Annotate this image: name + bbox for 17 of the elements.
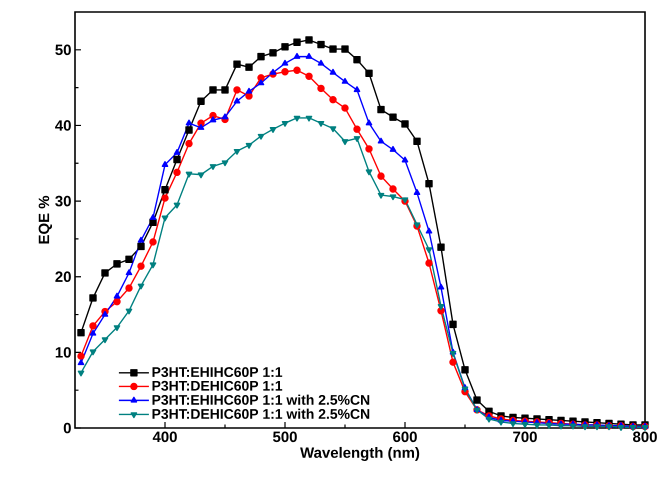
legend-label: P3HT:DEHIC60P 1:1 (152, 380, 282, 391)
legend-label: P3HT:EHIHC60P 1:1 (152, 367, 282, 378)
x-tick-label: 800 (633, 432, 657, 442)
y-tick-label: 0 (64, 422, 71, 434)
x-tick-label: 600 (393, 432, 417, 442)
legend-label: P3HT:EHIHC60P 1:1 with 2.5%CN (152, 394, 370, 405)
y-tick-label: 10 (56, 347, 71, 358)
y-axis-title: EQE % (38, 196, 52, 244)
x-tick-label: 500 (272, 432, 297, 442)
y-tick-label: 40 (55, 120, 71, 131)
legend-label: P3HT:DEHIC60P 1:1 with 2.5%CN (152, 408, 370, 419)
x-tick-label: 700 (513, 432, 537, 442)
x-tick-label: 400 (152, 432, 177, 442)
y-tick-label: 50 (55, 44, 71, 56)
y-tick-label: 30 (55, 196, 71, 206)
x-axis-title: Wavelength (nm) (300, 446, 420, 461)
y-tick-label: 20 (55, 271, 71, 282)
